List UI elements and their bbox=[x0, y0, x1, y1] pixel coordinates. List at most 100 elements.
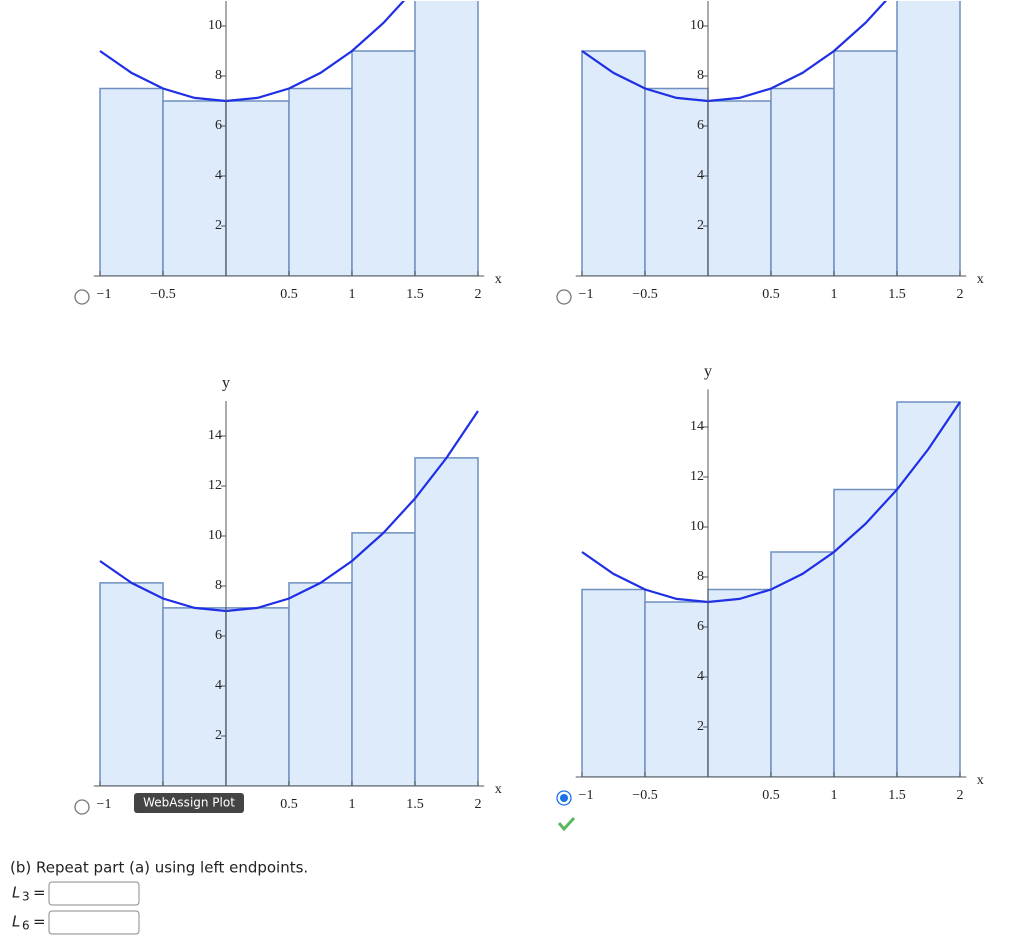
y-tick-label: 10 bbox=[690, 519, 704, 534]
badge-bg bbox=[134, 793, 244, 813]
y-tick-label: 4 bbox=[215, 678, 222, 693]
x-tick-label: 0.5 bbox=[280, 287, 298, 302]
bar bbox=[162, 100, 227, 276]
y-tick-label: 8 bbox=[215, 68, 222, 83]
plot-area bbox=[581, 1, 961, 276]
y-tick-label: 2 bbox=[215, 218, 222, 233]
curve bbox=[581, 401, 961, 604]
curve bbox=[99, 1, 406, 103]
x-tick-label: 2 bbox=[957, 788, 964, 803]
y-tick-label: 12 bbox=[208, 478, 222, 493]
x-tick-label: 0.5 bbox=[762, 287, 780, 302]
y-tick-label: 6 bbox=[215, 628, 222, 643]
y-tick-label: 8 bbox=[697, 68, 704, 83]
x-tick-label: −0.5 bbox=[632, 788, 657, 803]
answer-input[interactable] bbox=[48, 881, 140, 906]
y-tick-label: 6 bbox=[697, 118, 704, 133]
bar bbox=[581, 588, 646, 777]
x-tick-label: 0.5 bbox=[280, 797, 298, 812]
x-tick-label: 2 bbox=[475, 287, 482, 302]
x-tick-label: 1.5 bbox=[406, 287, 424, 302]
x-tick-label: −0.5 bbox=[632, 287, 657, 302]
check-icon bbox=[557, 816, 576, 832]
x-axis-label: x bbox=[495, 782, 502, 797]
x-axis-label: x bbox=[495, 272, 502, 287]
y-tick-label: 6 bbox=[215, 118, 222, 133]
x-tick-label: −1 bbox=[579, 287, 594, 302]
y-tick-label: 8 bbox=[697, 569, 704, 584]
bar bbox=[581, 50, 646, 276]
answer-subscript: 6 bbox=[22, 919, 30, 933]
y-tick-label: 2 bbox=[215, 728, 222, 743]
radio-dot bbox=[560, 794, 568, 802]
y-tick-label: 10 bbox=[208, 528, 222, 543]
bar bbox=[833, 488, 898, 777]
bar bbox=[225, 607, 290, 786]
y-tick-label: 2 bbox=[697, 218, 704, 233]
y-axis-label: y bbox=[704, 363, 712, 380]
x-tick-label: −0.5 bbox=[150, 287, 175, 302]
y-tick-label: 4 bbox=[697, 669, 704, 684]
curve bbox=[99, 410, 479, 613]
prompt: (b) Repeat part (a) using left endpoints… bbox=[10, 859, 308, 877]
y-tick-label: 4 bbox=[215, 168, 222, 183]
answer-symbol: L bbox=[12, 884, 20, 902]
x-tick-label: −1 bbox=[579, 788, 594, 803]
x-tick-label: 1 bbox=[349, 797, 356, 812]
y-tick-label: 6 bbox=[697, 619, 704, 634]
answer-relation: = bbox=[33, 884, 46, 902]
bar bbox=[770, 87, 835, 276]
plot-area bbox=[99, 1, 479, 276]
radio[interactable] bbox=[556, 289, 572, 305]
x-tick-label: −1 bbox=[97, 287, 112, 302]
bar bbox=[707, 100, 772, 276]
y-tick-label: 2 bbox=[697, 719, 704, 734]
x-tick-label: 1 bbox=[831, 287, 838, 302]
x-tick-label: 1.5 bbox=[888, 287, 906, 302]
y-tick-label: 10 bbox=[208, 18, 222, 33]
plot-area bbox=[99, 410, 479, 786]
x-tick-label: 1.5 bbox=[888, 788, 906, 803]
y-axis-label: y bbox=[222, 375, 230, 392]
radio[interactable] bbox=[74, 799, 90, 815]
bar bbox=[896, 1, 961, 276]
bar bbox=[414, 457, 479, 786]
bar bbox=[99, 87, 164, 276]
y-tick-label: 12 bbox=[690, 469, 704, 484]
y-tick-label: 14 bbox=[208, 428, 222, 443]
bar bbox=[162, 607, 227, 786]
x-tick-label: 1.5 bbox=[406, 797, 424, 812]
answer-input[interactable] bbox=[48, 910, 140, 935]
answer-subscript: 3 bbox=[22, 890, 30, 904]
bar bbox=[644, 601, 709, 777]
bar bbox=[833, 50, 898, 276]
y-tick-label: 14 bbox=[690, 419, 704, 434]
y-tick-label: 8 bbox=[215, 578, 222, 593]
bar bbox=[99, 582, 164, 786]
x-tick-label: 2 bbox=[475, 797, 482, 812]
x-tick-label: 2 bbox=[957, 287, 964, 302]
x-axis-label: x bbox=[977, 773, 984, 788]
x-tick-label: 1 bbox=[349, 287, 356, 302]
answer-relation: = bbox=[33, 913, 46, 931]
y-tick-label: 4 bbox=[697, 168, 704, 183]
bar bbox=[896, 401, 961, 777]
badge: WebAssign Plot bbox=[143, 796, 235, 810]
x-tick-label: 1 bbox=[831, 788, 838, 803]
curve bbox=[581, 1, 888, 103]
x-tick-label: 0.5 bbox=[762, 788, 780, 803]
bar bbox=[351, 532, 416, 786]
bar bbox=[644, 87, 709, 276]
bar bbox=[707, 588, 772, 777]
bar bbox=[225, 100, 290, 276]
x-tick-label: −1 bbox=[97, 797, 112, 812]
bar bbox=[414, 1, 479, 276]
plot-area bbox=[581, 401, 961, 777]
bar bbox=[288, 582, 353, 786]
answer-symbol: L bbox=[12, 913, 20, 931]
y-tick-label: 10 bbox=[690, 18, 704, 33]
bar bbox=[351, 50, 416, 276]
x-axis-label: x bbox=[977, 272, 984, 287]
radio[interactable] bbox=[74, 289, 90, 305]
